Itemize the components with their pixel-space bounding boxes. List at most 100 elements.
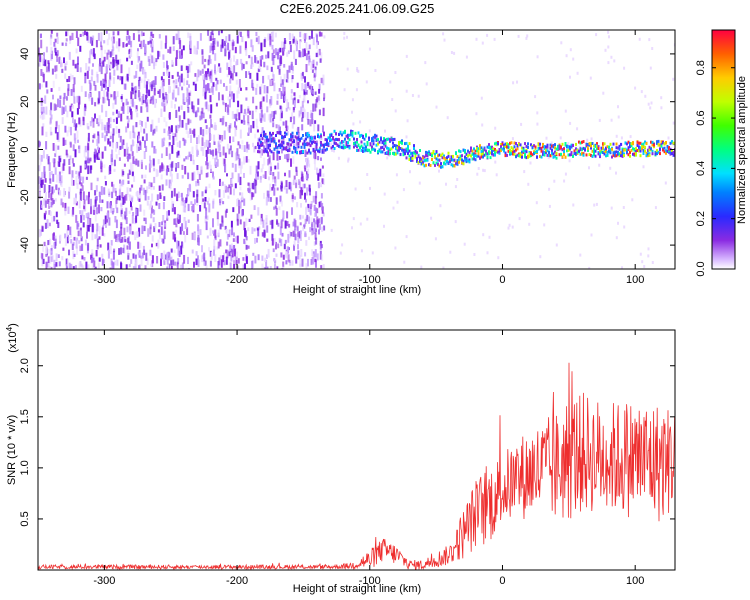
heat-cell [283, 86, 286, 96]
heat-cell [71, 75, 74, 80]
heat-cell [277, 51, 279, 60]
heat-cell [87, 165, 90, 175]
heat-cell [134, 254, 137, 259]
heat-cell [456, 178, 459, 181]
heat-cell [255, 165, 258, 174]
heat-cell [657, 139, 660, 143]
heat-cell [161, 88, 164, 94]
heat-cell [154, 99, 157, 108]
heat-cell [431, 158, 433, 161]
heat-cell [599, 155, 601, 159]
heat-cell [292, 98, 295, 105]
heat-cell [166, 165, 169, 172]
heat-cell [66, 78, 69, 83]
heat-cell [612, 151, 615, 155]
heat-cell [564, 155, 567, 159]
heat-cell [178, 140, 181, 148]
heat-cell [152, 158, 155, 166]
heat-cell [93, 154, 96, 163]
heat-cell [74, 149, 77, 158]
heat-cell [268, 176, 270, 181]
heat-cell [477, 150, 480, 154]
heat-cell [430, 216, 433, 220]
heat-cell [293, 116, 296, 125]
heat-cell [558, 144, 561, 148]
heat-cell [434, 155, 436, 159]
heat-cell [269, 139, 272, 145]
heat-cell [441, 156, 444, 160]
heat-cell [110, 94, 113, 98]
heat-cell [443, 161, 445, 165]
heat-cell [206, 157, 208, 166]
heat-cell [137, 146, 140, 151]
heat-cell [648, 145, 651, 149]
heat-cell [226, 62, 229, 70]
heat-cell [313, 159, 316, 165]
heat-cell [168, 153, 171, 160]
heat-cell [473, 147, 475, 151]
heat-cell [270, 137, 273, 141]
heat-cell [632, 142, 634, 146]
heat-cell [251, 82, 254, 88]
heat-cell [639, 149, 642, 153]
heat-cell [323, 35, 326, 39]
heat-cell [168, 113, 171, 118]
heat-cell [399, 147, 402, 150]
heat-cell [133, 160, 136, 165]
heat-cell [204, 216, 207, 224]
heat-cell [489, 147, 492, 151]
heat-cell [228, 148, 231, 155]
heat-cell [426, 151, 429, 155]
heat-cell [251, 45, 254, 52]
heat-cell [307, 59, 310, 66]
heat-cell [363, 146, 366, 150]
heat-cell [63, 159, 66, 166]
heat-cell [259, 86, 262, 95]
heat-cell [299, 41, 301, 49]
heat-cell [549, 154, 552, 158]
heat-cell [383, 139, 385, 143]
heat-cell [189, 35, 192, 45]
heat-cell [550, 141, 553, 145]
heat-cell [94, 190, 97, 196]
heat-cell [61, 106, 64, 116]
heat-cell [609, 148, 612, 152]
heat-cell [79, 230, 82, 239]
heat-cell [208, 247, 210, 252]
heat-cell [101, 253, 104, 258]
heat-cell [598, 163, 601, 167]
heat-cell [611, 147, 613, 151]
heat-cell [233, 188, 235, 196]
heat-cell [360, 148, 363, 152]
heat-cell [386, 146, 388, 150]
heat-cell [54, 45, 57, 50]
heat-cell [399, 140, 402, 144]
heat-cell [308, 85, 311, 90]
heat-cell [345, 134, 348, 138]
heat-cell [139, 204, 142, 212]
heat-cell [171, 59, 174, 65]
heat-cell [188, 96, 191, 105]
heat-cell [547, 156, 550, 160]
heat-cell [232, 238, 235, 242]
heat-cell [303, 94, 306, 103]
heat-cell [318, 31, 321, 37]
heat-cell [82, 31, 85, 37]
heat-cell [252, 86, 255, 91]
heat-cell [239, 31, 242, 37]
heat-cell [279, 47, 282, 53]
heat-cell [182, 202, 185, 206]
heat-cell [77, 139, 79, 143]
heat-cell [52, 189, 55, 193]
heat-cell [219, 118, 222, 123]
heat-cell [196, 214, 199, 222]
heat-cell [453, 158, 456, 162]
heat-cell [278, 65, 281, 73]
heat-cell [65, 61, 68, 65]
heat-cell [218, 137, 221, 143]
heat-cell [384, 141, 387, 145]
heat-cell [181, 262, 184, 269]
heat-cell [43, 241, 46, 247]
heat-cell [235, 61, 237, 66]
heat-cell [543, 146, 546, 150]
